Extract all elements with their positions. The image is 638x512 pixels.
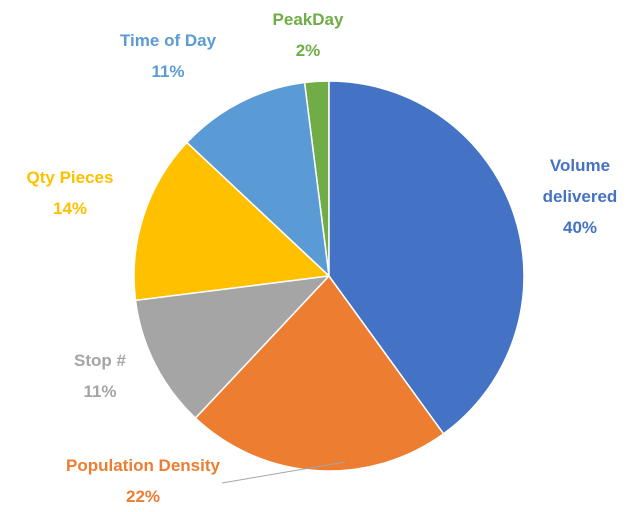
pie-slice [194,274,445,472]
percent-label: 11% [83,382,117,401]
pie-slice [185,81,331,278]
percent-label: 40% [562,218,598,237]
category-name: Qty Pieces [26,168,114,187]
category-name: Stop # [74,351,126,370]
category-name: Population Density [66,456,220,475]
pie-slice [133,141,331,302]
leader-line [221,461,346,484]
percent-label: 2% [295,41,321,60]
percent-label: 14% [52,199,88,218]
pie-slice [328,80,525,435]
slice-label: Population Density 22% [23,450,263,512]
slice-label: PeakDay 2% [248,4,368,66]
percent-label: 22% [125,487,161,506]
pie-slice [134,274,331,420]
slice-label: Time of Day 11% [88,25,248,87]
slice-label: Qty Pieces 14% [0,162,140,224]
slice-label: Stop # 11% [50,345,150,407]
category-name: PeakDay [272,10,344,29]
slice-label: Volume delivered 40% [520,150,638,243]
category-name: Volume delivered [542,156,618,206]
percent-label: 11% [151,62,185,81]
category-name: Time of Day [119,31,217,50]
